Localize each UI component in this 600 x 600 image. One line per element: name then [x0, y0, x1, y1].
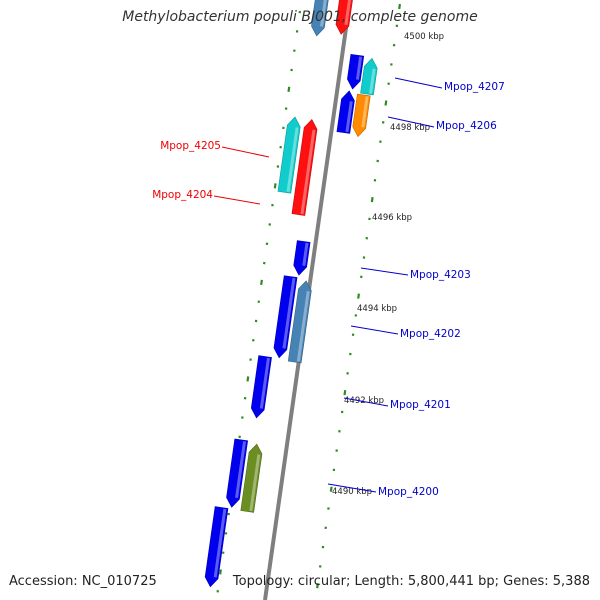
gene-arrow[interactable]: [335, 0, 354, 35]
label-leader-line: [394, 77, 443, 89]
gene-label-mpop-4203[interactable]: Mpop_4203: [410, 269, 471, 281]
tick-label: 4494 kbp: [357, 304, 397, 314]
ring-dot: [398, 3, 402, 10]
label-leader-line: [360, 267, 409, 276]
ring-dot: [246, 376, 250, 382]
gene-arrow[interactable]: [351, 93, 371, 138]
tick-label: 4492 kbp: [344, 396, 384, 406]
accession-text: Accession: NC_010725: [9, 574, 157, 589]
label-leader-line: [350, 325, 399, 335]
gene-arrow[interactable]: [277, 116, 302, 194]
ring-dot: [357, 293, 360, 299]
gene-arrow[interactable]: [287, 280, 312, 364]
ring-dot: [343, 390, 347, 396]
label-leader-line: [327, 483, 377, 493]
tick-label: 4496 kbp: [372, 213, 412, 223]
ring-dot: [287, 86, 291, 92]
label-leader-line: [387, 116, 435, 128]
gene-arrow[interactable]: [360, 57, 379, 96]
topology-summary: Topology: circular; Length: 5,800,441 bp…: [232, 574, 590, 589]
ring-dot: [260, 279, 263, 286]
label-leader-line: [343, 397, 389, 407]
tick-label: 4490 kbp: [332, 487, 372, 497]
gene-arrow[interactable]: [273, 275, 298, 359]
gene-label-mpop-4207[interactable]: Mpop_4207: [444, 81, 505, 93]
gene-arrow[interactable]: [292, 240, 311, 276]
gene-arrow[interactable]: [310, 0, 330, 37]
gene-arrow[interactable]: [291, 119, 318, 216]
gene-label-mpop-4201[interactable]: Mpop_4201: [390, 399, 451, 411]
gene-label-mpop-4202[interactable]: Mpop_4202: [400, 328, 461, 340]
gene-arrow[interactable]: [204, 506, 229, 588]
ring-dot: [384, 100, 388, 106]
gene-label-mpop-4205[interactable]: Mpop_4205: [160, 140, 221, 152]
label-leader-line: [213, 195, 261, 205]
ring-dot: [370, 196, 374, 203]
ring-dot: [316, 583, 319, 589]
ring-dot: [273, 183, 277, 189]
gene-label-mpop-4204[interactable]: Mpop_4204: [152, 189, 213, 201]
gene-arrow[interactable]: [346, 54, 365, 90]
gene-label-mpop-4206[interactable]: Mpop_4206: [436, 120, 497, 132]
gene-features: [204, 0, 379, 588]
ring-dot: [329, 486, 333, 492]
gene-arrow[interactable]: [250, 355, 272, 419]
gene-labels: Mpop_4207 Mpop_4206 Mpop_4205 Mpop_4204 Mpop…: [152, 77, 505, 498]
tick-label: 4500 kbp: [404, 32, 444, 42]
gene-arrow[interactable]: [336, 90, 356, 134]
genome-title: Methylobacterium populi BJ001, complete …: [122, 9, 478, 25]
label-leader-line: [221, 146, 270, 158]
tick-label: 4498 kbp: [390, 123, 430, 133]
gene-arrow[interactable]: [225, 438, 248, 508]
gene-arrow[interactable]: [240, 443, 263, 513]
ring-dot: [219, 569, 222, 575]
kbp-ticks: 4500 kbp 4498 kbp 4496 kbp 4494 kbp 4492 kbp…: [332, 32, 444, 497]
gene-label-mpop-4200[interactable]: Mpop_4200: [378, 486, 439, 498]
